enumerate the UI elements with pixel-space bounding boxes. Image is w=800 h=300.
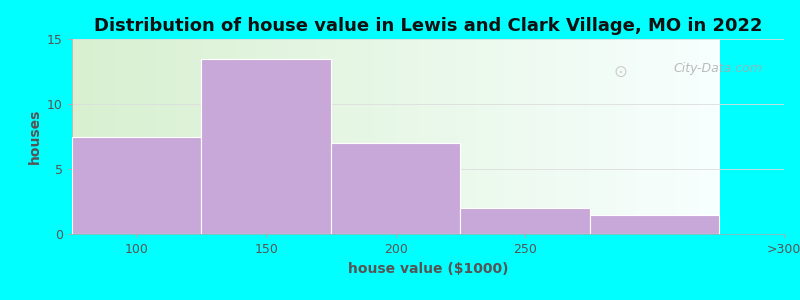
Bar: [72, 136, 202, 234]
Bar: [331, 143, 460, 234]
Bar: [460, 208, 590, 234]
X-axis label: house value ($1000): house value ($1000): [348, 262, 508, 276]
Title: Distribution of house value in Lewis and Clark Village, MO in 2022: Distribution of house value in Lewis and…: [94, 17, 762, 35]
Text: City-Data.com: City-Data.com: [674, 62, 762, 75]
Bar: [590, 214, 719, 234]
Bar: [202, 58, 331, 234]
Y-axis label: houses: houses: [27, 109, 42, 164]
Text: ⊙: ⊙: [613, 62, 627, 80]
